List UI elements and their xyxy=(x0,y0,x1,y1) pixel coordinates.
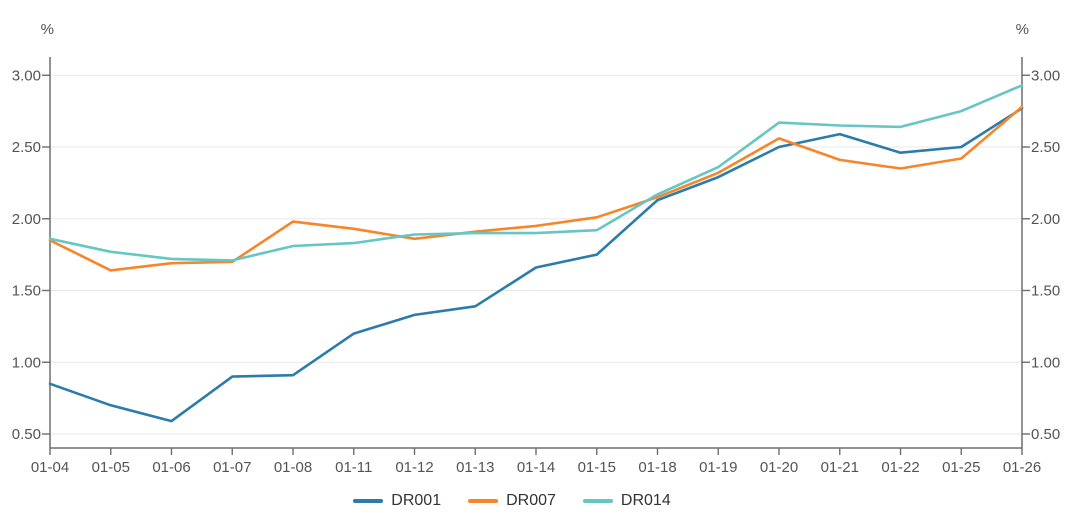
legend-swatch-dr014 xyxy=(582,499,613,503)
y-tick-label-right: 2.50 xyxy=(1031,139,1060,156)
y-tick-label-left: 3.00 xyxy=(12,67,41,84)
x-tick-label: 01-21 xyxy=(821,459,859,476)
x-tick-label: 01-18 xyxy=(638,459,676,476)
legend-label-dr007: DR007 xyxy=(506,492,556,509)
x-tick-label: 01-11 xyxy=(335,459,372,476)
y-tick-label-left: 0.50 xyxy=(12,426,41,443)
line-chart-canvas: 0.50 1.00 1.50 2.00 2.50 3.00 0.50 1.00 1.50 2.00… xyxy=(12,57,1060,476)
y-axis-unit-left: % xyxy=(40,21,54,38)
y-axis-unit-right: % xyxy=(1015,21,1029,38)
y-tick-label-right: 2.00 xyxy=(1031,211,1060,228)
y-tick-label-left: 2.50 xyxy=(12,139,41,156)
y-axis-labels-right: 0.50 1.00 1.50 2.00 2.50 3.00 xyxy=(1031,67,1060,443)
x-axis-labels: 01-04 01-05 01-06 01-07 01-08 01-11 01-12 01-13… xyxy=(31,459,1041,476)
x-tick-label: 01-13 xyxy=(456,459,494,476)
legend-label-dr001: DR001 xyxy=(391,492,442,509)
axis-ticks xyxy=(42,74,1030,435)
x-tick-label: 01-06 xyxy=(152,459,190,476)
series-line-dr001 xyxy=(48,107,1024,423)
x-tick-label: 01-26 xyxy=(1003,459,1041,476)
legend-item-dr007[interactable]: DR007 xyxy=(468,492,556,510)
x-tick-label: 01-04 xyxy=(31,459,69,476)
x-tick-label: 01-19 xyxy=(699,459,737,476)
y-tick-label-left: 2.00 xyxy=(12,211,41,228)
x-tick-label: 01-15 xyxy=(578,459,616,476)
legend-label-dr014: DR014 xyxy=(620,492,671,509)
gridlines xyxy=(50,74,1022,435)
x-tick-label: 01-22 xyxy=(881,459,919,476)
y-axis-labels-left: 0.50 1.00 1.50 2.00 2.50 3.00 xyxy=(12,67,41,443)
legend-item-dr001[interactable]: DR001 xyxy=(353,492,441,510)
x-tick-label: 01-25 xyxy=(942,459,980,476)
legend-swatch-dr007 xyxy=(468,499,499,503)
y-tick-label-right: 1.50 xyxy=(1031,283,1060,300)
x-tick-label: 01-12 xyxy=(395,459,433,476)
y-tick-label-left: 1.00 xyxy=(12,354,41,371)
x-tick-label: 01-07 xyxy=(213,459,251,476)
x-tick-label: 01-05 xyxy=(92,459,130,476)
axes xyxy=(49,57,1023,449)
x-tick-label: 01-20 xyxy=(760,459,798,476)
series-line-dr007 xyxy=(48,105,1024,272)
y-tick-label-right: 1.00 xyxy=(1031,354,1060,371)
legend-swatch-dr001 xyxy=(353,499,384,503)
y-tick-label-left: 1.50 xyxy=(12,283,41,300)
legend-item-dr014[interactable]: DR014 xyxy=(582,492,671,510)
series-line-dr014 xyxy=(48,84,1024,262)
y-tick-label-right: 0.50 xyxy=(1031,426,1060,443)
x-axis-ticks xyxy=(49,448,1023,455)
x-tick-label: 01-14 xyxy=(517,459,555,476)
legend: DR001 DR007 DR014 xyxy=(0,487,1024,515)
x-tick-label: 01-08 xyxy=(274,459,312,476)
y-tick-label-right: 3.00 xyxy=(1031,67,1060,84)
